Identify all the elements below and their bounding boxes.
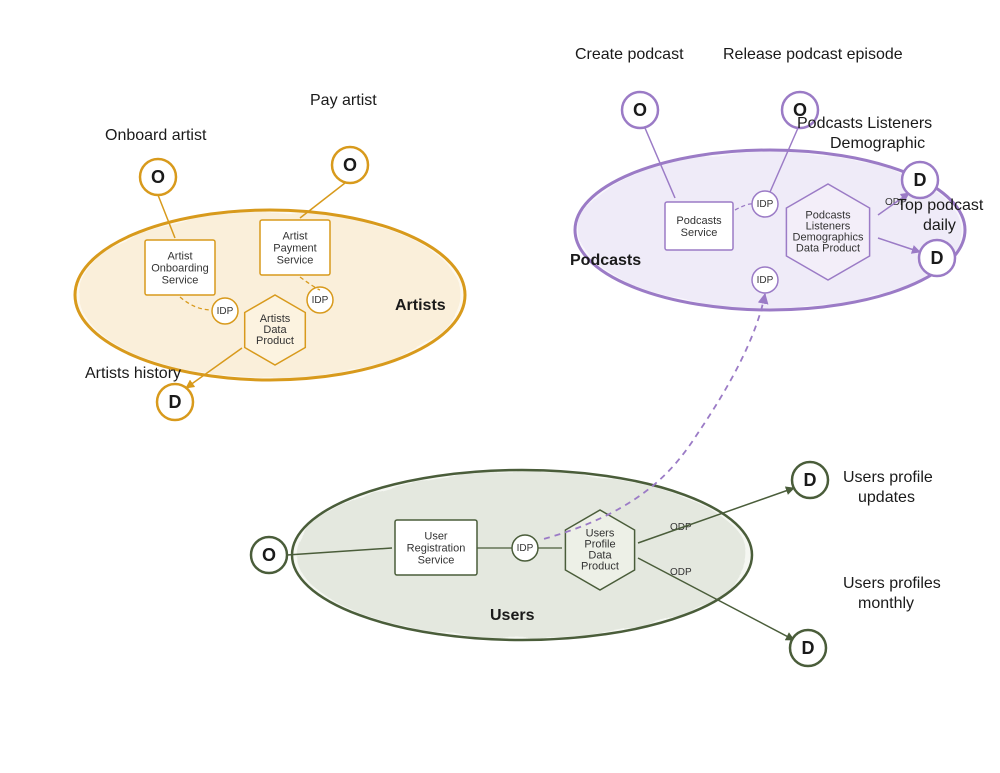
- svg-text:IDP: IDP: [517, 543, 534, 554]
- podcasts-port-idp_top: IDP: [752, 191, 778, 217]
- top-podcast-daily-label: Top podcast: [897, 197, 984, 214]
- svg-text:IDP: IDP: [757, 275, 774, 286]
- svg-text:Service: Service: [681, 227, 718, 239]
- artists-service-onboarding: ArtistOnboardingService: [145, 240, 215, 295]
- svg-text:IDP: IDP: [217, 306, 234, 317]
- diagram-canvas: ArtistOnboardingServiceArtistPaymentServ…: [0, 0, 1000, 773]
- svg-text:IDP: IDP: [312, 295, 329, 306]
- svg-text:D: D: [914, 170, 927, 190]
- svg-text:D: D: [931, 248, 944, 268]
- artists-history-label: Artists history: [85, 365, 181, 382]
- svg-text:User: User: [424, 531, 448, 543]
- release-episode-label: Release podcast episode: [723, 46, 903, 63]
- svg-text:D: D: [804, 470, 817, 490]
- artists-history-badge: D: [157, 384, 193, 420]
- svg-text:Registration: Registration: [407, 543, 466, 555]
- svg-text:O: O: [343, 155, 357, 175]
- svg-text:O: O: [262, 545, 276, 565]
- svg-text:IDP: IDP: [757, 199, 774, 210]
- svg-text:Service: Service: [418, 555, 455, 567]
- users-service-registration: UserRegistrationService: [395, 520, 477, 575]
- top-podcast-daily-label2: daily: [923, 217, 956, 234]
- podcasts-service-podcasts_service: PodcastsService: [665, 202, 733, 250]
- svg-text:Service: Service: [277, 255, 314, 267]
- top-podcast-daily-badge: D: [919, 240, 955, 276]
- svg-text:Service: Service: [162, 275, 199, 287]
- svg-text:Product: Product: [581, 561, 619, 573]
- listeners-demographic-label: Podcasts Listeners: [797, 115, 932, 132]
- podcasts-port-idp_bot: IDP: [752, 267, 778, 293]
- profiles-monthly-badge: D: [790, 630, 826, 666]
- listeners-demographic-label2: Demographic: [830, 135, 925, 152]
- svg-text:Podcasts: Podcasts: [676, 215, 722, 227]
- users-op-badge: O: [251, 537, 287, 573]
- pay-artist-badge: O: [332, 147, 368, 183]
- onboard-artist-label: Onboard artist: [105, 127, 207, 144]
- pay-artist-label: Pay artist: [310, 92, 377, 109]
- create-podcast-badge: O: [622, 92, 658, 128]
- svg-text:D: D: [169, 392, 182, 412]
- profiles-monthly-label2: monthly: [858, 595, 914, 612]
- svg-text:Data Product: Data Product: [796, 243, 860, 255]
- create-podcast-label: Create podcast: [575, 46, 684, 63]
- podcasts-label: Podcasts: [570, 252, 641, 269]
- svg-text:Onboarding: Onboarding: [151, 263, 209, 275]
- artists-port-idp_left: IDP: [212, 298, 238, 324]
- listeners-demographic-badge: D: [902, 162, 938, 198]
- users-port-idp: IDP: [512, 535, 538, 561]
- svg-text:O: O: [633, 100, 647, 120]
- svg-text:Payment: Payment: [273, 243, 316, 255]
- svg-text:Artist: Artist: [167, 251, 192, 263]
- artists-service-payment: ArtistPaymentService: [260, 220, 330, 275]
- users-label: Users: [490, 607, 535, 624]
- svg-text:Product: Product: [256, 335, 294, 347]
- profiles-monthly-label: Users profiles: [843, 575, 941, 592]
- artists-label: Artists: [395, 297, 446, 314]
- svg-text:Artist: Artist: [282, 231, 307, 243]
- artists-port-idp_right: IDP: [307, 287, 333, 313]
- svg-text:D: D: [802, 638, 815, 658]
- profile-updates-label2: updates: [858, 489, 915, 506]
- profile-updates-label: Users profile: [843, 469, 933, 486]
- onboard-artist-badge: O: [140, 159, 176, 195]
- svg-text:O: O: [151, 167, 165, 187]
- profile-updates-badge: D: [792, 462, 828, 498]
